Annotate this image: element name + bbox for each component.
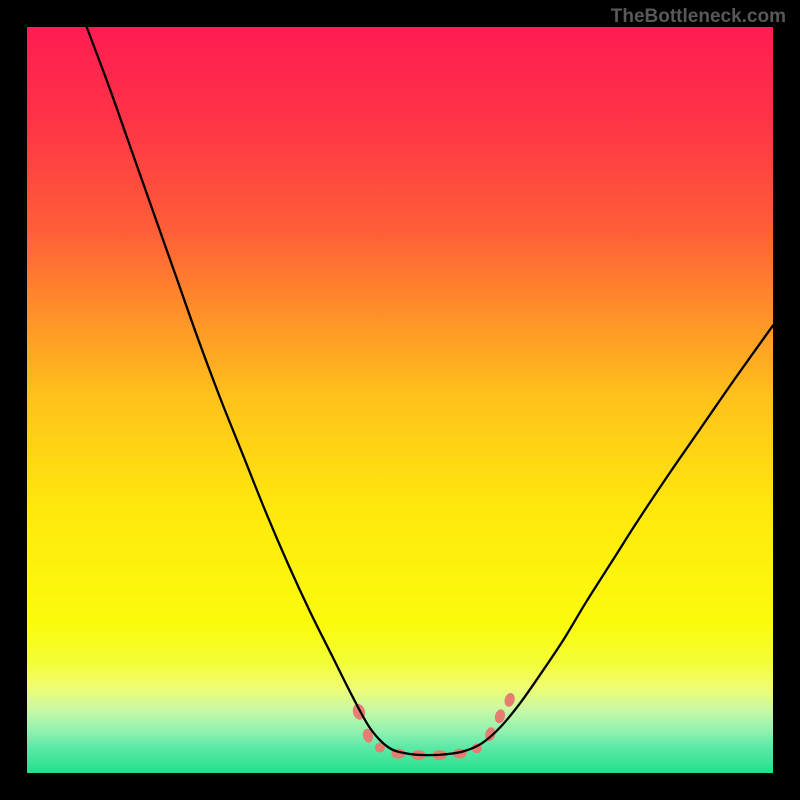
- chart-svg: [0, 0, 800, 800]
- plot-background: [27, 27, 773, 773]
- source-watermark: TheBottleneck.com: [611, 6, 786, 28]
- bottleneck-chart: TheBottleneck.com: [0, 0, 800, 800]
